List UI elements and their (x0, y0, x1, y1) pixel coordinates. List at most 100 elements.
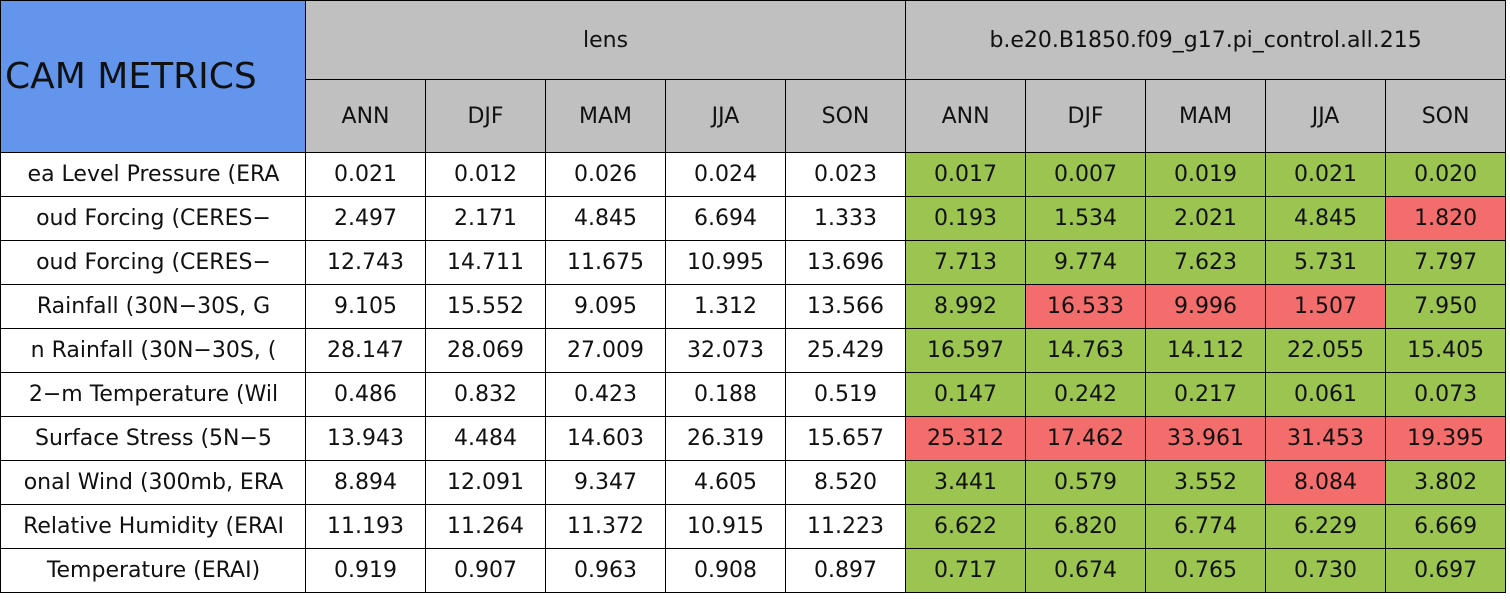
value-cell: 0.147 (905, 372, 1027, 417)
value-cell: 0.697 (1385, 548, 1507, 593)
value-cell: 8.084 (1265, 460, 1387, 505)
row-label: oud Forcing (CERES− (36, 250, 271, 275)
season-header: MAM (545, 79, 666, 153)
value-cell: 0.188 (665, 372, 786, 417)
season-header: ANN (305, 79, 426, 153)
value-cell: 3.802 (1385, 460, 1507, 505)
value-cell: 6.774 (1145, 504, 1267, 549)
value-cell: 0.193 (905, 196, 1027, 241)
row-label-cell: Surface Stress (5N−5 (0, 416, 306, 461)
value-cell: 4.845 (1265, 196, 1387, 241)
data-row: Relative Humidity (ERAI 11.193 11.264 11.37… (0, 504, 1507, 549)
row-label-cell: n Rainfall (30N−30S, ( (0, 328, 306, 373)
value-cell: 4.605 (665, 460, 786, 505)
row-label: Surface Stress (5N−5 (35, 426, 272, 451)
value-cell: 0.897 (784, 548, 907, 593)
value-cell: 1.534 (1025, 196, 1147, 241)
value-cell: 0.061 (1265, 372, 1387, 417)
value-cell: 11.675 (545, 240, 666, 285)
data-row: oud Forcing (CERES− 2.497 2.171 4.845 6.694 1… (0, 196, 1507, 241)
value-cell: 7.950 (1385, 284, 1507, 329)
value-cell: 13.566 (784, 284, 907, 329)
value-cell: 0.907 (425, 548, 546, 593)
value-cell: 14.711 (425, 240, 546, 285)
value-cell: 0.674 (1025, 548, 1147, 593)
value-cell: 2.021 (1145, 196, 1267, 241)
data-row: 2−m Temperature (Wil 0.486 0.832 0.423 0.188… (0, 372, 1507, 417)
row-label: Relative Humidity (ERAI (23, 514, 284, 539)
value-cell: 13.943 (305, 416, 426, 461)
value-cell: 11.223 (784, 504, 907, 549)
value-cell: 0.486 (305, 372, 426, 417)
row-label-cell: Relative Humidity (ERAI (0, 504, 306, 549)
value-cell: 17.462 (1025, 416, 1147, 461)
value-cell: 8.992 (905, 284, 1027, 329)
value-cell: 15.552 (425, 284, 546, 329)
value-cell: 0.021 (305, 152, 426, 197)
value-cell: 0.023 (784, 152, 907, 197)
row-label-cell: 2−m Temperature (Wil (0, 372, 306, 417)
value-cell: 7.623 (1145, 240, 1267, 285)
value-cell: 25.312 (905, 416, 1027, 461)
value-cell: 10.915 (665, 504, 786, 549)
value-cell: 25.429 (784, 328, 907, 373)
value-cell: 0.519 (784, 372, 907, 417)
value-cell: 4.484 (425, 416, 546, 461)
value-cell: 0.007 (1025, 152, 1147, 197)
row-label: Temperature (ERAI) (46, 558, 261, 583)
value-cell: 14.112 (1145, 328, 1267, 373)
value-cell: 0.963 (545, 548, 666, 593)
value-cell: 12.743 (305, 240, 426, 285)
value-cell: 28.069 (425, 328, 546, 373)
value-cell: 6.820 (1025, 504, 1147, 549)
value-cell: 31.453 (1265, 416, 1387, 461)
value-cell: 7.713 (905, 240, 1027, 285)
data-row: oud Forcing (CERES− 12.743 14.711 11.675 10.… (0, 240, 1507, 285)
value-cell: 0.217 (1145, 372, 1267, 417)
value-cell: 10.995 (665, 240, 786, 285)
row-label-cell: onal Wind (300mb, ERA (0, 460, 306, 505)
value-cell: 11.193 (305, 504, 426, 549)
value-cell: 9.347 (545, 460, 666, 505)
value-cell: 0.026 (545, 152, 666, 197)
value-cell: 8.520 (784, 460, 907, 505)
season-header: MAM (1145, 79, 1267, 153)
value-cell: 3.552 (1145, 460, 1267, 505)
value-cell: 0.579 (1025, 460, 1147, 505)
data-row: Rainfall (30N−30S, G 9.105 15.552 9.095 1.31… (0, 284, 1507, 329)
season-header: ANN (905, 79, 1027, 153)
value-cell: 33.961 (1145, 416, 1267, 461)
group-header-row: CAM METRICS lens b.e20.B1850.f09_g17.pi_c… (0, 0, 1507, 153)
value-cell: 4.845 (545, 196, 666, 241)
value-cell: 3.441 (905, 460, 1027, 505)
value-cell: 16.533 (1025, 284, 1147, 329)
group-header: b.e20.B1850.f09_g17.pi_control.all.215 (905, 0, 1507, 80)
value-cell: 0.908 (665, 548, 786, 593)
season-header: SON (784, 79, 907, 153)
row-label-cell: oud Forcing (CERES− (0, 240, 306, 285)
value-cell: 6.694 (665, 196, 786, 241)
group-header: lens (304, 0, 907, 80)
value-cell: 0.073 (1385, 372, 1507, 417)
row-label-cell: Rainfall (30N−30S, G (0, 284, 306, 329)
value-cell: 9.774 (1025, 240, 1147, 285)
value-cell: 15.405 (1385, 328, 1507, 373)
value-cell: 0.730 (1265, 548, 1387, 593)
value-cell: 11.264 (425, 504, 546, 549)
value-cell: 14.603 (545, 416, 666, 461)
value-cell: 12.091 (425, 460, 546, 505)
value-cell: 9.996 (1145, 284, 1267, 329)
row-label-cell: oud Forcing (CERES− (0, 196, 306, 241)
season-header: SON (1385, 79, 1507, 153)
value-cell: 0.919 (305, 548, 426, 593)
value-cell: 2.497 (305, 196, 426, 241)
value-cell: 0.012 (425, 152, 546, 197)
value-cell: 19.395 (1385, 416, 1507, 461)
row-label-cell: ea Level Pressure (ERA (0, 152, 306, 197)
value-cell: 1.820 (1385, 196, 1507, 241)
season-header: DJF (1025, 79, 1147, 153)
value-cell: 7.797 (1385, 240, 1507, 285)
value-cell: 2.171 (425, 196, 546, 241)
value-cell: 0.423 (545, 372, 666, 417)
